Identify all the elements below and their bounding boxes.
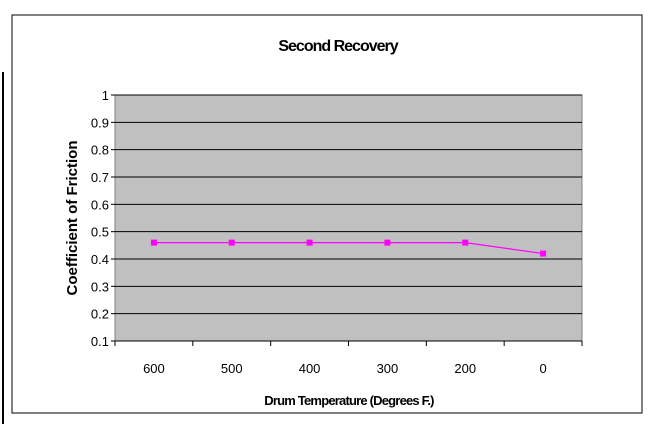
y-tick-label: 0.7 bbox=[91, 170, 109, 185]
x-tick-label: 500 bbox=[221, 361, 243, 376]
data-point-marker bbox=[306, 239, 313, 246]
y-tick-label: 1 bbox=[102, 88, 109, 103]
y-tick-label: 0.4 bbox=[91, 252, 109, 267]
chart-title: Second Recovery bbox=[278, 38, 398, 55]
x-axis-ticks: 600 500 400 300 200 0 bbox=[114, 340, 583, 376]
plot-area bbox=[114, 94, 583, 342]
x-tick-label: 200 bbox=[454, 361, 476, 376]
y-tick-label: 0.2 bbox=[91, 307, 109, 322]
x-tick-label: 400 bbox=[299, 361, 321, 376]
data-point-marker bbox=[150, 239, 157, 246]
y-axis-label: Coefficient of Friction bbox=[64, 141, 81, 296]
y-tick-label: 0.3 bbox=[91, 279, 109, 294]
y-tick-label: 0.5 bbox=[91, 225, 109, 240]
y-tick-label: 0.1 bbox=[91, 334, 109, 349]
data-point-marker bbox=[384, 239, 391, 246]
y-axis-ticks: 0.1 0.2 0.3 0.4 0.5 0.6 0.7 0.8 0.9 1 bbox=[91, 88, 115, 349]
gridlines bbox=[115, 94, 582, 315]
x-axis-label: Drum Temperature (Degrees F.) bbox=[264, 393, 434, 408]
x-tick-label: 300 bbox=[377, 361, 399, 376]
data-point-marker bbox=[462, 239, 469, 246]
x-tick-label: 0 bbox=[539, 361, 546, 376]
data-point-marker bbox=[228, 239, 235, 246]
y-tick-label: 0.9 bbox=[91, 115, 109, 130]
series-line bbox=[153, 242, 544, 255]
y-tick-label: 0.6 bbox=[91, 197, 109, 212]
y-tick-label: 0.8 bbox=[91, 143, 109, 158]
x-tick-label: 600 bbox=[143, 361, 165, 376]
data-point-marker bbox=[540, 250, 547, 257]
series-group bbox=[150, 239, 547, 257]
